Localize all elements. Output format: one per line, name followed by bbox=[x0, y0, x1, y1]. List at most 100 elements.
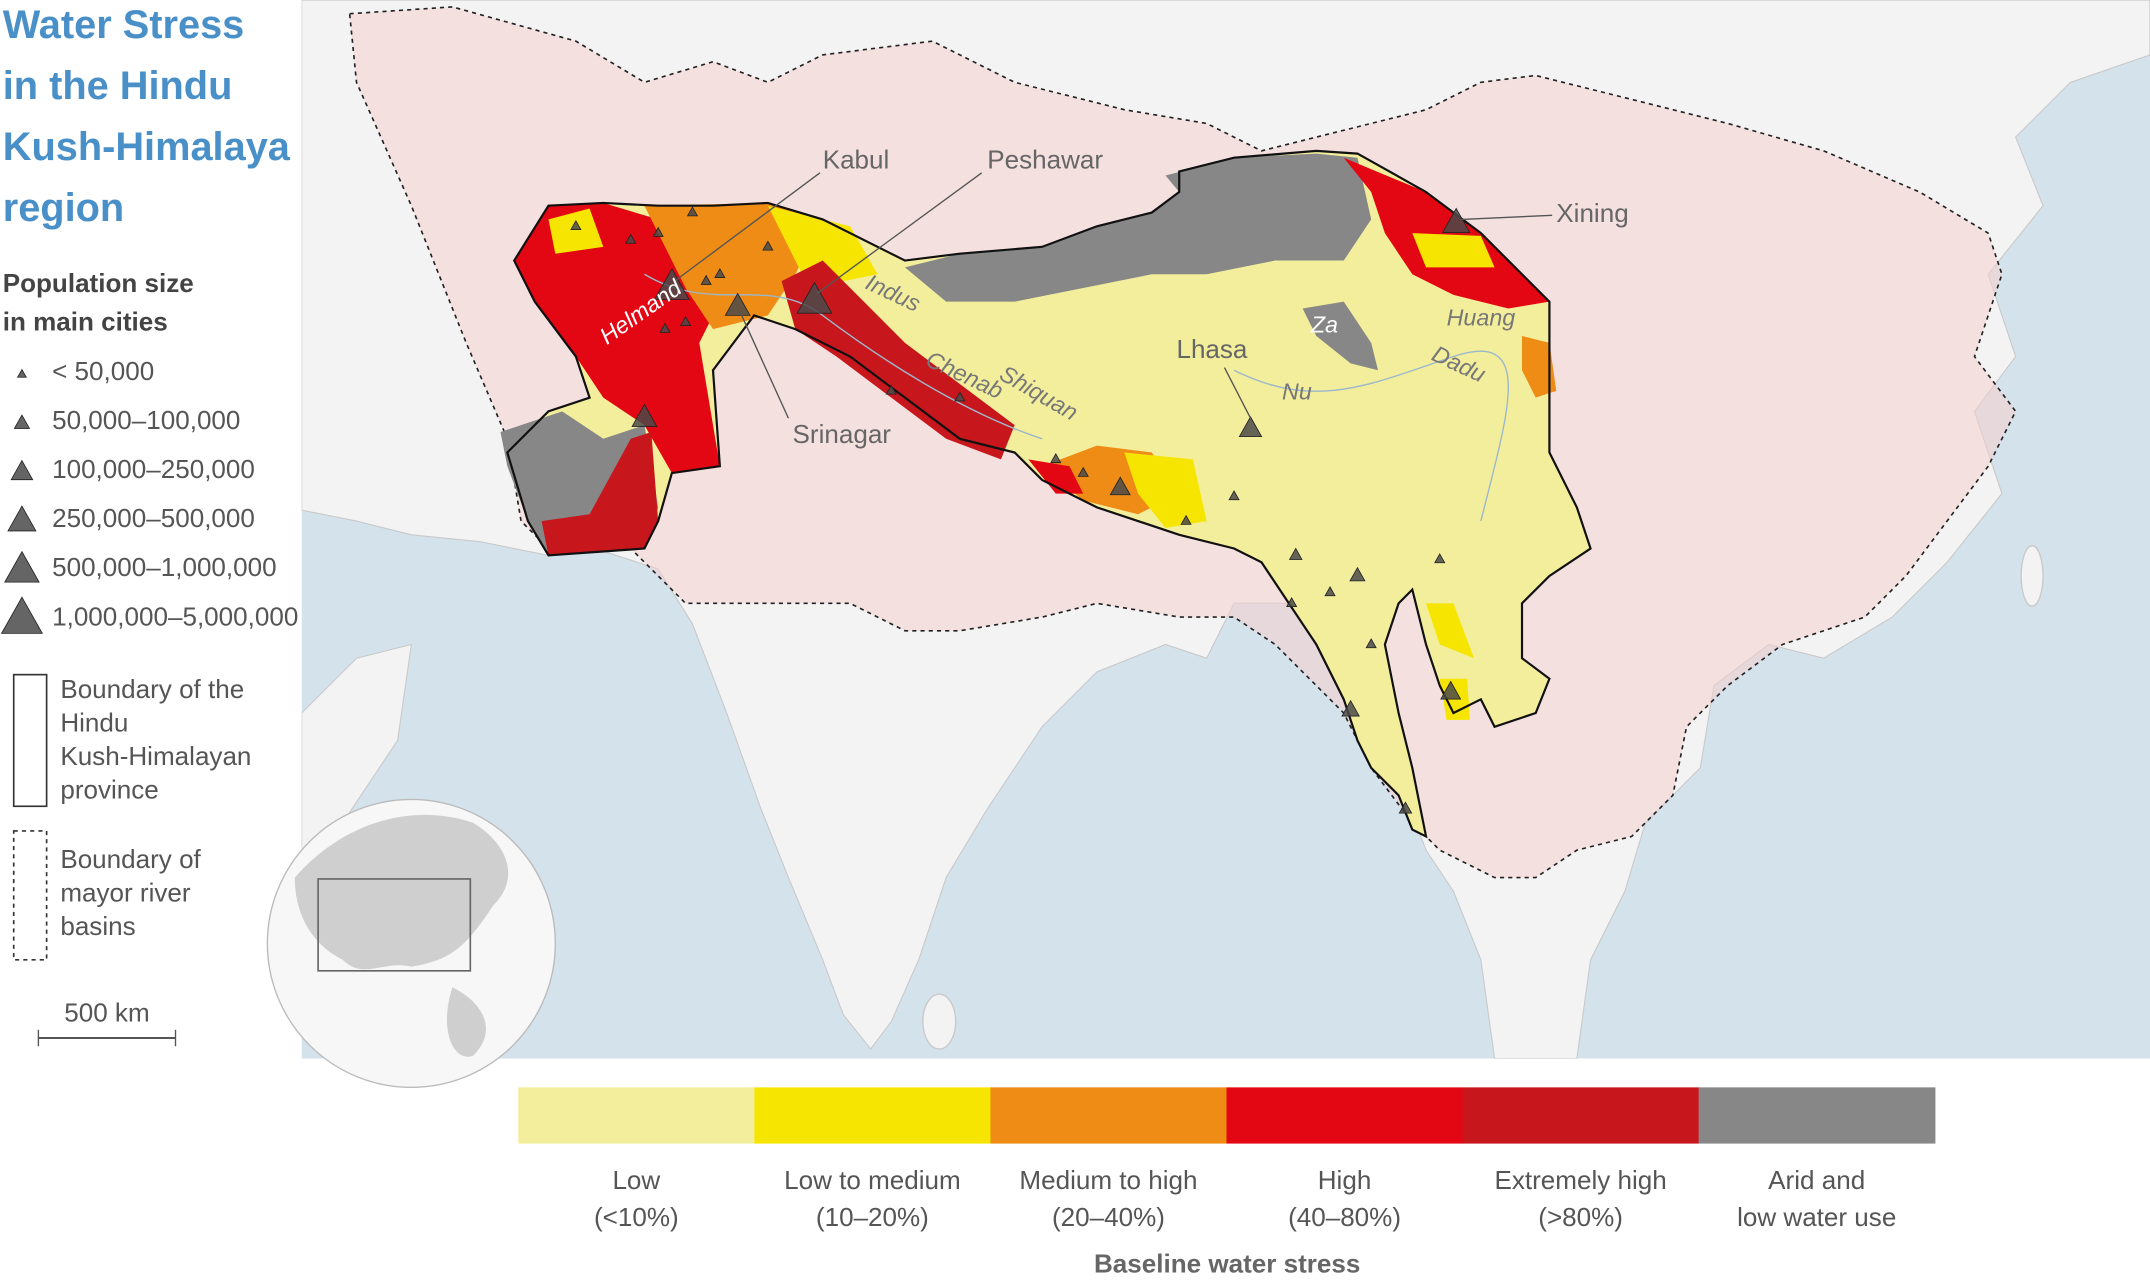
stress-label: Medium to high bbox=[1019, 1165, 1197, 1195]
scale-label: 500 km bbox=[64, 998, 149, 1028]
population-item: < 50,000 bbox=[52, 356, 154, 386]
stress-label: Extremely high bbox=[1494, 1165, 1666, 1195]
city-marker bbox=[1398, 801, 1413, 814]
water-stress-legend: Low (<10%) Low to medium (10–20%) Medium to … bbox=[518, 1087, 1936, 1278]
city-marker bbox=[700, 274, 712, 285]
stress-area bbox=[1302, 301, 1379, 371]
stress-area bbox=[1426, 603, 1475, 659]
stress-swatch bbox=[518, 1087, 756, 1144]
stress-label: High bbox=[1318, 1165, 1372, 1195]
globe-land bbox=[446, 987, 487, 1057]
basin-swatch bbox=[12, 830, 48, 961]
city-marker bbox=[0, 596, 44, 634]
city-label: Peshawar bbox=[987, 145, 1103, 175]
island bbox=[922, 993, 957, 1050]
city-marker bbox=[659, 322, 671, 333]
river-label: Nu bbox=[1282, 379, 1312, 405]
stress-area bbox=[1124, 452, 1207, 528]
city-marker bbox=[16, 368, 27, 378]
stress-label: (40–80%) bbox=[1288, 1202, 1401, 1232]
city-marker bbox=[1228, 490, 1240, 501]
city-marker bbox=[762, 240, 774, 251]
hkh-boundary bbox=[506, 149, 1592, 839]
stress-label: Arid and bbox=[1768, 1165, 1865, 1195]
city-marker bbox=[1050, 453, 1062, 464]
river-line bbox=[644, 273, 1509, 522]
city-marker bbox=[1324, 586, 1336, 597]
stress-label: (>80%) bbox=[1538, 1202, 1623, 1232]
leader-line bbox=[674, 172, 821, 282]
river-label: Huang bbox=[1447, 305, 1516, 331]
stress-area bbox=[1343, 157, 1550, 309]
leader-line bbox=[739, 312, 790, 419]
stress-area bbox=[904, 153, 1372, 302]
city-marker bbox=[686, 206, 699, 217]
stress-area bbox=[1028, 459, 1084, 494]
city-label: Srinagar bbox=[793, 419, 892, 449]
city-marker bbox=[1349, 566, 1366, 582]
stress-label: low water use bbox=[1737, 1202, 1896, 1232]
stress-label: Low to medium bbox=[784, 1165, 961, 1195]
city-marker bbox=[653, 267, 690, 300]
boundary-label: basins bbox=[60, 911, 135, 941]
stress-area bbox=[644, 202, 823, 330]
boundary-label: province bbox=[60, 775, 158, 805]
stress-area bbox=[541, 431, 659, 556]
city-marker bbox=[1180, 514, 1192, 525]
globe-land bbox=[294, 814, 509, 970]
city-marker bbox=[724, 292, 751, 316]
boundary-label: Hindu bbox=[60, 708, 128, 738]
map: Kabul Peshawar Srinagar Lhasa Xining Hel… bbox=[301, 0, 2150, 1059]
title-line: Kush-Himalaya bbox=[3, 125, 291, 169]
stress-label: (20–40%) bbox=[1052, 1202, 1165, 1232]
city-marker bbox=[13, 414, 31, 429]
stress-swatch bbox=[1226, 1087, 1464, 1144]
city-markers bbox=[570, 206, 1471, 814]
stress-area bbox=[548, 208, 604, 254]
river-label: Za bbox=[1310, 312, 1338, 338]
globe-inset bbox=[266, 798, 557, 1089]
city-marker bbox=[625, 233, 637, 244]
city-marker bbox=[652, 226, 664, 237]
city-marker bbox=[631, 403, 658, 427]
stress-area bbox=[514, 202, 720, 474]
city-marker bbox=[954, 391, 966, 402]
city-marker bbox=[1440, 680, 1462, 700]
city-label: Kabul bbox=[823, 145, 890, 175]
city-marker bbox=[796, 281, 833, 314]
globe-extent bbox=[317, 878, 472, 972]
population-item: 500,000–1,000,000 bbox=[52, 552, 277, 582]
city-marker bbox=[1077, 466, 1089, 477]
island bbox=[2020, 545, 2044, 607]
title-line: region bbox=[3, 186, 124, 230]
stress-swatch bbox=[1462, 1087, 1700, 1144]
stress-label: Low bbox=[612, 1165, 660, 1195]
city-marker bbox=[1341, 699, 1360, 717]
leader-line bbox=[816, 172, 983, 295]
city-marker bbox=[4, 550, 40, 583]
population-title: Population size bbox=[3, 268, 194, 298]
land bbox=[301, 643, 413, 851]
population-title: in main cities bbox=[3, 307, 168, 337]
stress-label: (<10%) bbox=[594, 1202, 679, 1232]
stress-swatch bbox=[990, 1087, 1228, 1144]
stress-area bbox=[1412, 233, 1495, 268]
stress-swatch bbox=[754, 1087, 992, 1144]
population-item: 100,000–250,000 bbox=[52, 454, 255, 484]
population-item: 250,000–500,000 bbox=[52, 503, 255, 533]
title-line: Water Stress bbox=[3, 3, 245, 47]
stress-area bbox=[781, 260, 1015, 460]
city-marker bbox=[1365, 638, 1377, 649]
city-marker bbox=[1434, 553, 1446, 564]
stress-area bbox=[1522, 335, 1557, 398]
stress-label: (10–20%) bbox=[816, 1202, 929, 1232]
city-marker bbox=[885, 384, 897, 395]
boundary-label: Boundary of the bbox=[60, 674, 244, 704]
city-marker bbox=[714, 267, 726, 278]
boundary-label: Boundary of bbox=[60, 844, 201, 874]
title-line: in the Hindu bbox=[3, 64, 233, 108]
stress-swatch bbox=[1698, 1087, 1936, 1144]
city-marker bbox=[570, 219, 582, 230]
city-marker bbox=[1238, 416, 1263, 438]
